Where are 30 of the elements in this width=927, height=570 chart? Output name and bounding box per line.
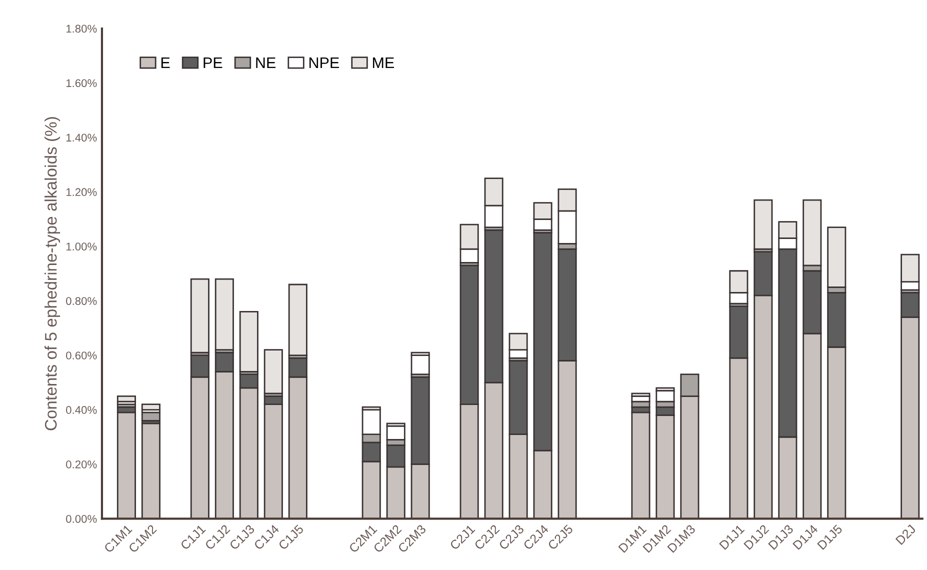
y-tick-label: 0.20% [66, 460, 97, 468]
bar [141, 404, 160, 410]
bar [264, 349, 283, 394]
y-tick-label: 1.80% [66, 24, 97, 33]
bar [631, 412, 650, 519]
y-tick-label: 0.00% [66, 514, 97, 523]
bar [288, 284, 308, 356]
bar [141, 422, 160, 519]
bar [214, 278, 234, 351]
legend-label: PE [204, 58, 222, 68]
legend-label: E [161, 58, 170, 68]
legend-label: NE [256, 58, 276, 68]
x-tick-label: D2J [895, 524, 916, 546]
y-tick-label: 1.60% [66, 79, 97, 88]
legend-label: NPE [309, 58, 339, 68]
y-tick-label: 0.40% [66, 406, 97, 414]
y-tick-label: 1.00% [66, 242, 97, 250]
bar [410, 354, 430, 376]
y-axis-title: Contents of 5 ephedrine-type alkaloids (%) [44, 117, 60, 430]
bar [116, 412, 136, 519]
bar [239, 311, 258, 372]
y-tick-label: 0.60% [66, 352, 97, 360]
y-tick-label: 1.20% [66, 188, 97, 196]
legend-label: ME [372, 58, 394, 68]
bar [754, 199, 773, 250]
y-tick-label: 1.40% [66, 134, 97, 142]
bar [141, 412, 160, 422]
y-tick-label: 0.80% [66, 297, 97, 305]
bar [190, 278, 210, 354]
bar [116, 395, 136, 402]
